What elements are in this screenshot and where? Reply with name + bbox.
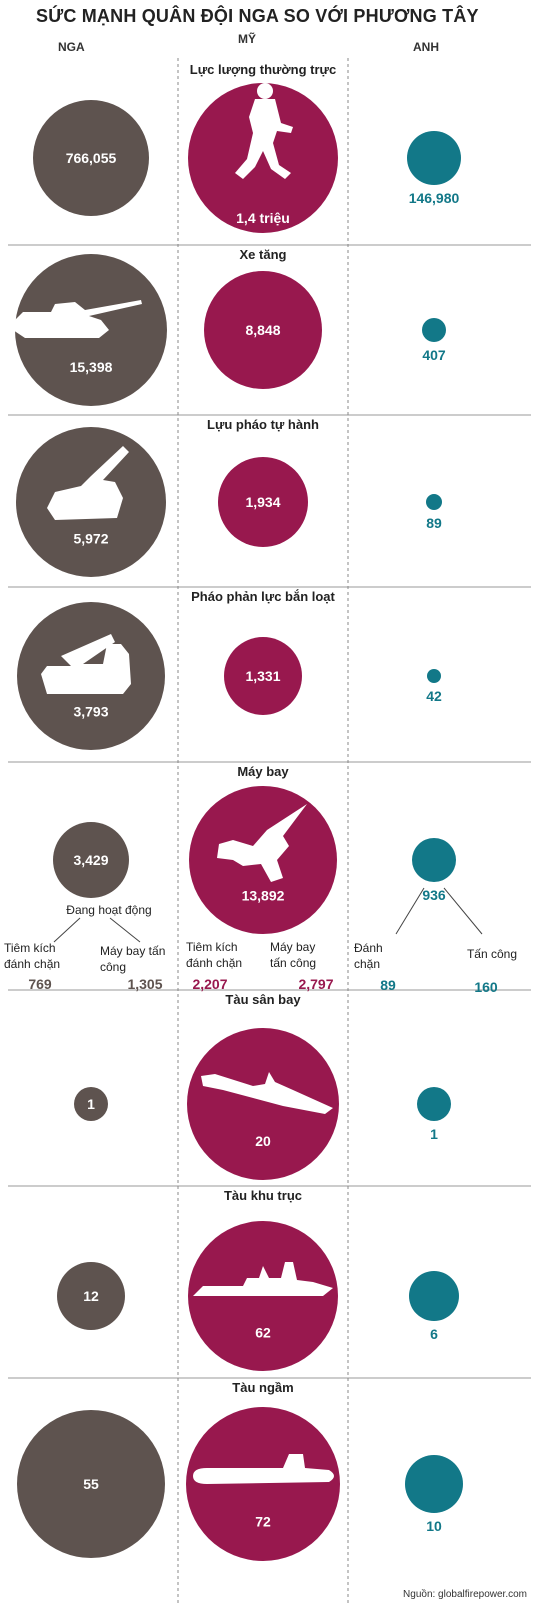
value-label-usa: 13,892 xyxy=(242,888,285,904)
value-label-russia: 15,398 xyxy=(70,359,113,375)
breakdown-connector xyxy=(443,887,483,935)
bubble-russia xyxy=(33,100,149,216)
value-label-uk: 42 xyxy=(426,688,442,704)
breakdown-connector xyxy=(395,887,425,935)
bubble-uk xyxy=(405,1455,463,1513)
bubble-uk xyxy=(417,1087,451,1121)
bubble-usa xyxy=(187,1028,339,1180)
value-label-uk: 146,980 xyxy=(409,190,460,206)
bubble-usa xyxy=(186,1407,340,1561)
category-label: Lực lượng thường trực xyxy=(190,62,336,77)
value-label-usa: 1,4 triệu xyxy=(236,210,290,226)
breakdown-value-uk: 160 xyxy=(474,979,498,995)
breakdown-label-russia: Máy bay tấn xyxy=(100,944,165,958)
value-label-usa: 1,934 xyxy=(245,494,280,510)
fighter-jet-icon xyxy=(217,804,307,882)
bubble-usa xyxy=(188,83,338,233)
category-label: Tàu khu trục xyxy=(224,1188,302,1203)
bubble-uk xyxy=(409,1271,459,1321)
breakdown-label-russia: đánh chặn xyxy=(4,957,60,971)
note-russia-active: Đang hoạt động xyxy=(66,903,151,917)
value-label-russia: 3,793 xyxy=(73,704,108,720)
breakdown-label-uk: Đánh xyxy=(354,941,383,955)
value-label-russia: 55 xyxy=(83,1476,99,1492)
value-label-uk: 6 xyxy=(430,1326,438,1342)
breakdown-label-russia: Tiêm kích xyxy=(4,941,56,955)
category-label: Tàu sân bay xyxy=(225,992,301,1007)
value-label-usa: 1,331 xyxy=(245,668,280,684)
bubble-usa xyxy=(204,271,322,389)
bubble-russia xyxy=(57,1262,125,1330)
bubble-russia xyxy=(74,1087,108,1121)
value-label-usa: 8,848 xyxy=(245,322,280,338)
bubble-uk xyxy=(422,318,446,342)
breakdown-value-usa: 2,207 xyxy=(192,976,227,992)
value-label-usa: 72 xyxy=(255,1513,271,1529)
breakdown-value-uk: 89 xyxy=(380,977,396,993)
breakdown-label-uk: Tấn công xyxy=(467,947,517,961)
value-label-usa: 62 xyxy=(255,1324,271,1340)
soldier-icon xyxy=(235,83,293,179)
value-label-russia: 3,429 xyxy=(73,852,108,868)
breakdown-connector xyxy=(109,917,141,943)
category-label: Xe tăng xyxy=(240,247,287,262)
bubble-uk xyxy=(427,669,441,683)
bubble-usa xyxy=(218,457,308,547)
value-label-uk: 10 xyxy=(426,1518,442,1534)
value-label-russia: 1 xyxy=(87,1096,95,1112)
category-label: Tàu ngầm xyxy=(232,1380,293,1395)
breakdown-label-russia: công xyxy=(100,960,126,974)
bubble-usa xyxy=(224,637,302,715)
bubble-uk xyxy=(407,131,461,185)
category-label: Pháo phản lực bắn loạt xyxy=(191,589,335,604)
bubble-uk xyxy=(412,838,456,882)
value-label-russia: 12 xyxy=(83,1288,99,1304)
chart-title: SỨC MẠNH QUÂN ĐỘI NGA SO VỚI PHƯƠNG TÂY xyxy=(36,6,479,26)
breakdown-label-uk: chặn xyxy=(354,957,380,971)
bubble-russia xyxy=(17,1410,165,1558)
category-label: Máy bay xyxy=(237,764,289,779)
breakdown-connector xyxy=(53,917,81,943)
breakdown-label-usa: tấn công xyxy=(270,956,316,970)
breakdown-label-usa: đánh chặn xyxy=(186,956,242,970)
aircraft-carrier-icon xyxy=(201,1072,333,1114)
breakdown-value-russia: 769 xyxy=(28,976,52,992)
value-label-uk: 936 xyxy=(422,887,446,903)
destroyer-icon xyxy=(193,1262,333,1296)
breakdown-label-usa: Tiêm kích xyxy=(186,940,238,954)
breakdown-value-usa: 2,797 xyxy=(298,976,333,992)
source-note: Nguồn: globalfirepower.com xyxy=(403,1589,527,1600)
value-label-uk: 1 xyxy=(430,1126,438,1142)
column-header-usa: MỸ xyxy=(238,32,256,46)
category-label: Lựu pháo tự hành xyxy=(207,417,319,432)
breakdown-value-russia: 1,305 xyxy=(127,976,162,992)
value-label-russia: 766,055 xyxy=(66,150,117,166)
column-header-uk: ANH xyxy=(413,40,439,54)
value-label-usa: 20 xyxy=(255,1133,271,1149)
rocket-launcher-icon xyxy=(41,634,131,694)
value-label-uk: 89 xyxy=(426,515,442,531)
breakdown-label-usa: Máy bay xyxy=(270,940,315,954)
howitzer-icon xyxy=(47,446,129,520)
column-header-russia: NGA xyxy=(58,40,85,54)
bubble-uk xyxy=(426,494,442,510)
bubble-russia xyxy=(53,822,129,898)
value-label-uk: 407 xyxy=(422,347,446,363)
tank-icon xyxy=(13,300,142,338)
value-label-russia: 5,972 xyxy=(73,530,108,546)
submarine-icon xyxy=(193,1454,334,1484)
